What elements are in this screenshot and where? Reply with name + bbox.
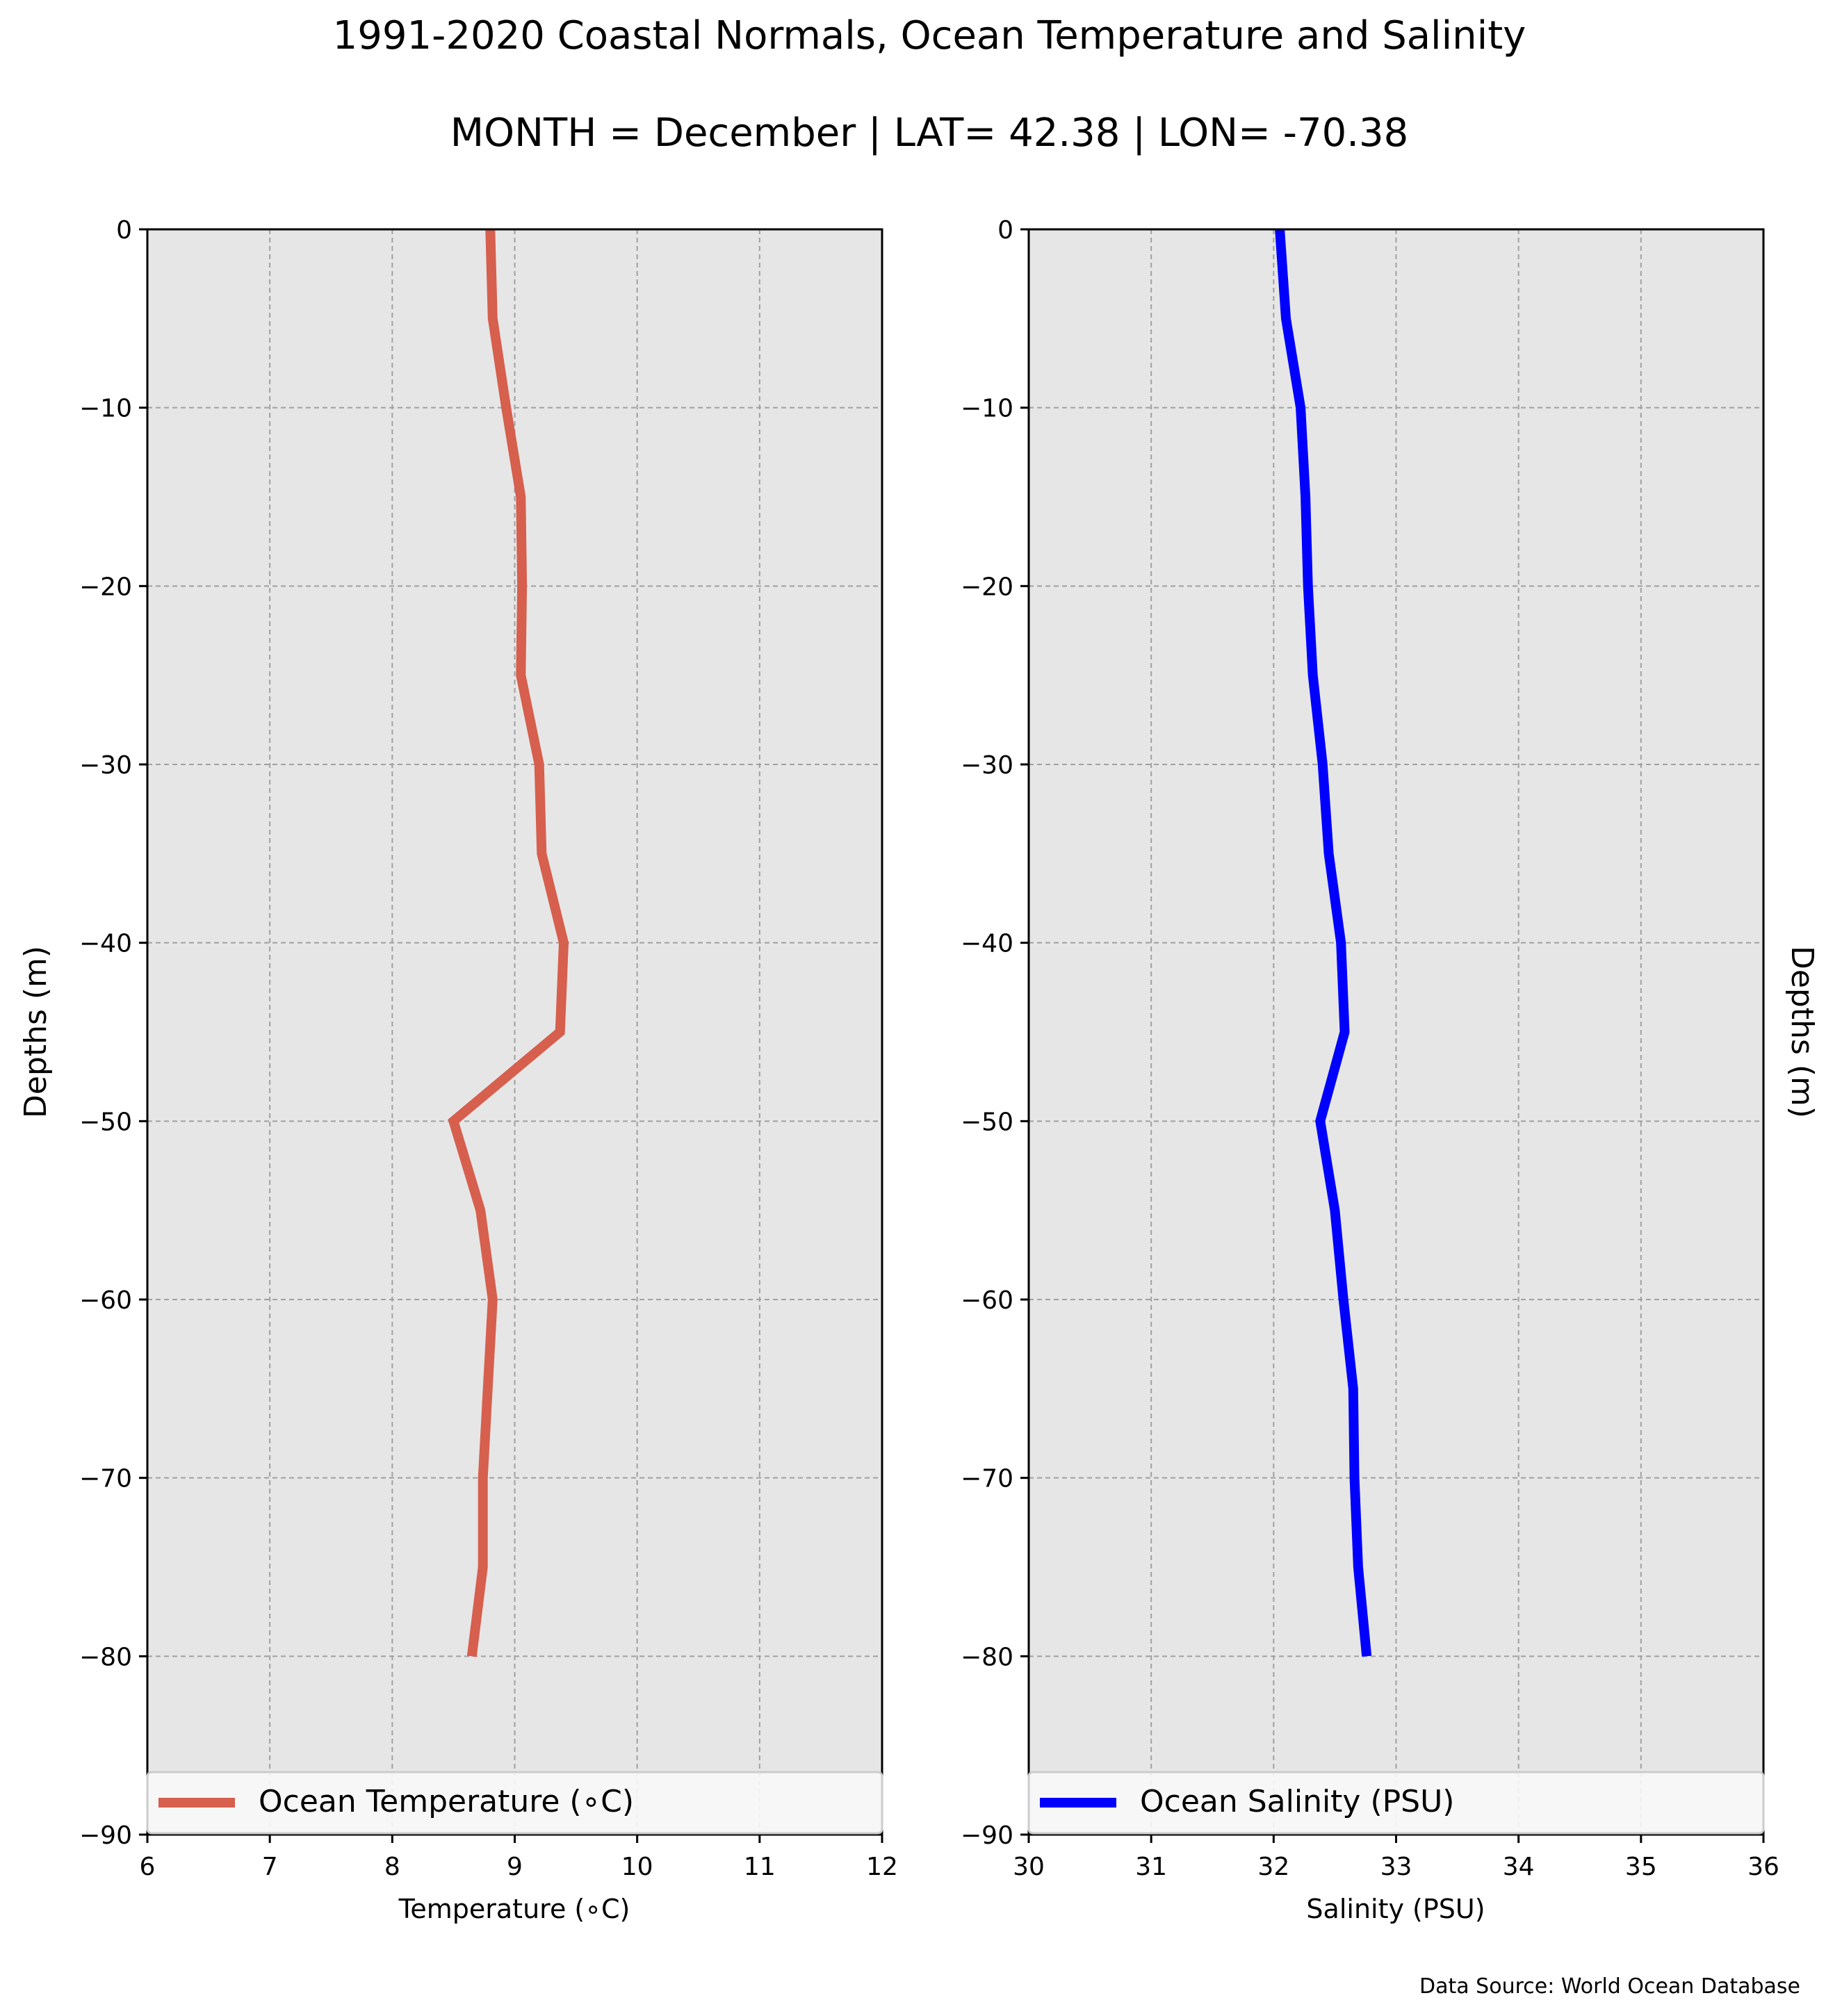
temperature-y-tick-label: −20 bbox=[79, 573, 132, 601]
temperature-y-tick-label: −40 bbox=[79, 930, 132, 958]
temperature-y-axis-label: Depths (m) bbox=[18, 946, 54, 1118]
salinity-axis-ticks: 30 31 32 33 34 35 36 0 −10 −20 −30 −40 −50 −60 −70 −80 −… bbox=[961, 216, 1779, 1881]
salinity-panel: 30 31 32 33 34 35 36 0 −10 −20 −30 −40 −50 −60 −70 −80 −… bbox=[961, 216, 1820, 1924]
temperature-legend-label: Ocean Temperature (∘C) bbox=[259, 1784, 634, 1819]
salinity-y-tick-label: −30 bbox=[961, 751, 1013, 780]
temperature-y-tick-label: −60 bbox=[79, 1286, 132, 1315]
temperature-y-tick-label: −30 bbox=[79, 751, 132, 780]
salinity-y-tick-label: −80 bbox=[961, 1643, 1013, 1671]
salinity-x-tick-label: 31 bbox=[1135, 1853, 1167, 1881]
salinity-grid bbox=[1029, 229, 1763, 1835]
temperature-x-axis-label: Temperature (∘C) bbox=[398, 1894, 630, 1924]
salinity-y-tick-label: −70 bbox=[961, 1465, 1013, 1493]
salinity-legend-box bbox=[1027, 1771, 1765, 1835]
salinity-x-tick-label: 36 bbox=[1747, 1853, 1779, 1881]
salinity-x-axis-label: Salinity (PSU) bbox=[1306, 1894, 1485, 1924]
chart-title: 1991-2020 Coastal Normals, Ocean Tempera… bbox=[333, 13, 1526, 58]
salinity-profile-line bbox=[1275, 229, 1372, 1657]
temperature-x-tick-label: 8 bbox=[384, 1853, 400, 1881]
temperature-axis-ticks: 6 7 8 9 10 11 12 0 −10 −20 −30 −40 −50 −60 −70 −80 −90 bbox=[79, 216, 898, 1881]
temperature-y-tick-label: −50 bbox=[79, 1108, 132, 1136]
temperature-x-tick-label: 10 bbox=[621, 1853, 653, 1881]
temperature-y-tick-label: −70 bbox=[79, 1465, 132, 1493]
salinity-x-tick-label: 34 bbox=[1503, 1853, 1535, 1881]
temperature-panel: 6 7 8 9 10 11 12 0 −10 −20 −30 −40 −50 −60 −70 −80 −90 O… bbox=[18, 216, 898, 1924]
salinity-y-tick-label: −10 bbox=[961, 395, 1013, 423]
temperature-profile-line bbox=[448, 229, 569, 1657]
salinity-y-tick-label: −50 bbox=[961, 1108, 1013, 1136]
temperature-grid bbox=[147, 229, 882, 1835]
salinity-x-tick-label: 33 bbox=[1380, 1853, 1412, 1881]
salinity-series bbox=[1275, 229, 1372, 1657]
salinity-legend: Ocean Salinity (PSU) bbox=[1027, 1771, 1765, 1835]
temperature-x-tick-label: 9 bbox=[507, 1853, 523, 1881]
temperature-y-tick-label: −80 bbox=[79, 1643, 132, 1671]
temperature-series bbox=[448, 229, 569, 1657]
temperature-legend: Ocean Temperature (∘C) bbox=[146, 1771, 883, 1835]
temperature-x-tick-label: 12 bbox=[866, 1853, 898, 1881]
temperature-x-tick-label: 7 bbox=[262, 1853, 278, 1881]
salinity-x-tick-label: 35 bbox=[1625, 1853, 1657, 1881]
salinity-y-tick-label: 0 bbox=[997, 216, 1013, 245]
salinity-x-tick-label: 30 bbox=[1013, 1853, 1045, 1881]
salinity-y-tick-label: −40 bbox=[961, 930, 1013, 958]
temperature-y-tick-label: 0 bbox=[116, 216, 132, 245]
temperature-x-tick-label: 11 bbox=[744, 1853, 776, 1881]
data-source-note: Data Source: World Ocean Database bbox=[1419, 1974, 1800, 1999]
temperature-y-tick-label: −10 bbox=[79, 395, 132, 423]
chart-subtitle: MONTH = December | LAT= 42.38 | LON= -70… bbox=[450, 110, 1409, 156]
salinity-y-tick-label: −20 bbox=[961, 573, 1013, 601]
salinity-x-tick-label: 32 bbox=[1257, 1853, 1289, 1881]
salinity-y-tick-label: −60 bbox=[961, 1286, 1013, 1315]
temperature-x-tick-label: 6 bbox=[140, 1853, 156, 1881]
temperature-y-tick-label: −90 bbox=[79, 1821, 132, 1850]
temperature-legend-box bbox=[146, 1771, 883, 1835]
salinity-y-tick-label: −90 bbox=[961, 1821, 1013, 1850]
salinity-legend-label: Ocean Salinity (PSU) bbox=[1140, 1784, 1454, 1819]
salinity-y-axis-label: Depths (m) bbox=[1784, 946, 1820, 1118]
